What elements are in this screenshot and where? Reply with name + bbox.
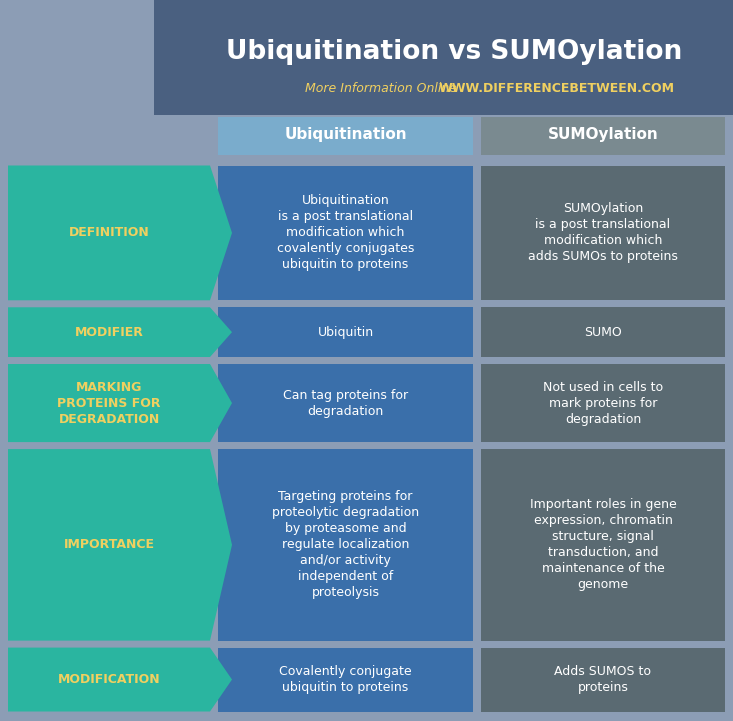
Text: WWW.DIFFERENCEBETWEEN.COM: WWW.DIFFERENCEBETWEEN.COM: [439, 81, 675, 94]
Text: Can tag proteins for
degradation: Can tag proteins for degradation: [283, 389, 408, 417]
FancyBboxPatch shape: [481, 117, 725, 155]
FancyBboxPatch shape: [481, 647, 725, 712]
FancyBboxPatch shape: [218, 647, 473, 712]
Text: MODIFICATION: MODIFICATION: [58, 673, 161, 686]
FancyBboxPatch shape: [218, 449, 473, 640]
Text: IMPORTANCE: IMPORTANCE: [64, 539, 155, 552]
FancyBboxPatch shape: [218, 117, 473, 155]
Text: MODIFIER: MODIFIER: [75, 326, 144, 339]
Text: MARKING
PROTEINS FOR
DEGRADATION: MARKING PROTEINS FOR DEGRADATION: [57, 381, 161, 425]
Text: More Information Online: More Information Online: [305, 81, 457, 94]
Polygon shape: [8, 307, 232, 357]
FancyBboxPatch shape: [218, 166, 473, 300]
FancyBboxPatch shape: [154, 0, 733, 115]
FancyBboxPatch shape: [481, 364, 725, 442]
Text: Important roles in gene
expression, chromatin
structure, signal
transduction, an: Important roles in gene expression, chro…: [530, 498, 677, 591]
Polygon shape: [8, 449, 232, 640]
Text: SUMOylation
is a post translational
modification which
adds SUMOs to proteins: SUMOylation is a post translational modi…: [528, 203, 678, 263]
FancyBboxPatch shape: [481, 449, 725, 640]
Text: Not used in cells to
mark proteins for
degradation: Not used in cells to mark proteins for d…: [543, 381, 663, 425]
Text: Covalently conjugate
ubiquitin to proteins: Covalently conjugate ubiquitin to protei…: [279, 665, 412, 694]
Text: DEFINITION: DEFINITION: [69, 226, 150, 239]
Polygon shape: [8, 647, 232, 712]
Text: Adds SUMOS to
proteins: Adds SUMOS to proteins: [554, 665, 652, 694]
Polygon shape: [8, 364, 232, 442]
FancyBboxPatch shape: [218, 364, 473, 442]
Text: SUMO: SUMO: [584, 326, 622, 339]
FancyBboxPatch shape: [481, 307, 725, 357]
FancyBboxPatch shape: [481, 166, 725, 300]
Text: Ubiquitination: Ubiquitination: [284, 128, 407, 143]
Text: Targeting proteins for
proteolytic degradation
by proteasome and
regulate locali: Targeting proteins for proteolytic degra…: [272, 490, 419, 599]
Polygon shape: [8, 166, 232, 300]
Text: Ubiquitination vs SUMOylation: Ubiquitination vs SUMOylation: [226, 39, 682, 65]
Text: Ubiquitin: Ubiquitin: [317, 326, 374, 339]
Text: Ubiquitination
is a post translational
modification which
covalently conjugates
: Ubiquitination is a post translational m…: [277, 195, 414, 271]
FancyBboxPatch shape: [218, 307, 473, 357]
Text: SUMOylation: SUMOylation: [548, 128, 658, 143]
